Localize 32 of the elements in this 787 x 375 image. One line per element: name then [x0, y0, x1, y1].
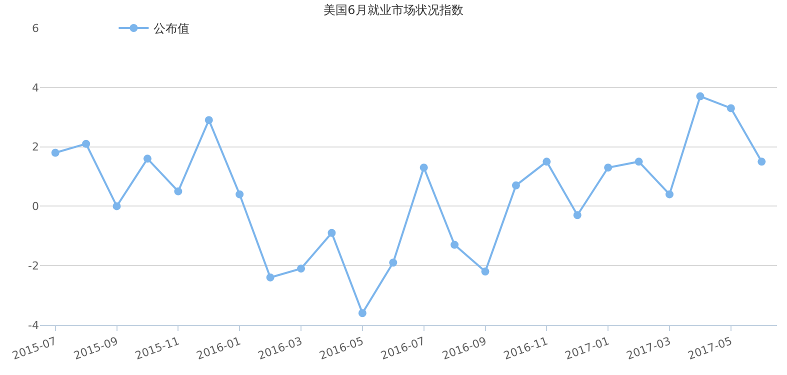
- y-tick-label: 6: [32, 22, 39, 35]
- y-tick-label: 2: [32, 140, 39, 154]
- point: [204, 116, 213, 124]
- point: [726, 104, 735, 112]
- point: [174, 187, 182, 196]
- point: [696, 92, 704, 100]
- y-tick-label: 0: [32, 200, 39, 214]
- point: [389, 258, 398, 267]
- point: [358, 309, 366, 318]
- legend-label: 公布值: [154, 22, 190, 36]
- point: [236, 190, 244, 198]
- point: [512, 181, 520, 190]
- point: [758, 158, 766, 166]
- y-tick-label: 4: [32, 81, 39, 94]
- point: [634, 158, 643, 166]
- chart-title: 美国6月就业市场状况指数: [324, 3, 464, 18]
- point: [297, 264, 306, 273]
- y-tick-label: -2: [28, 259, 39, 272]
- point: [420, 164, 428, 172]
- point: [481, 268, 490, 276]
- point: [666, 190, 674, 198]
- point: [82, 140, 90, 148]
- point: [542, 158, 551, 166]
- point: [604, 164, 612, 172]
- point: [51, 148, 60, 157]
- point: [143, 154, 152, 163]
- point: [328, 228, 336, 237]
- point: [573, 211, 582, 220]
- point: [266, 273, 274, 282]
- point: [450, 240, 459, 249]
- point: [112, 202, 121, 210]
- y-tick-label: -4: [28, 318, 39, 332]
